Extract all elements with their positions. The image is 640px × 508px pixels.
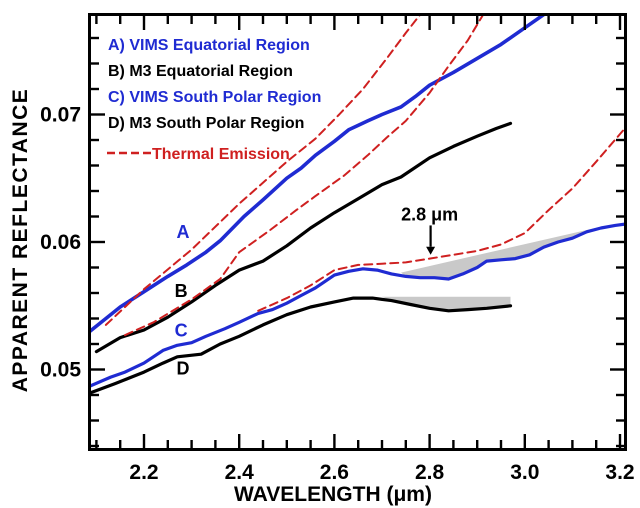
curve-label-b: B <box>175 281 188 301</box>
annotation-text: 2.8 μm <box>401 204 458 224</box>
curve-B <box>94 121 513 354</box>
curve-TC <box>257 127 624 312</box>
plot-border <box>88 13 627 451</box>
axes-frame-and-ticks <box>88 13 627 451</box>
wavelength-2p8-annotation: 2.8 μm <box>401 204 458 255</box>
x-tick-label: 2.6 <box>320 461 349 484</box>
legend: A) VIMS Equatorial Region B) M3 Equatori… <box>107 37 321 163</box>
x-tick-label: 2.4 <box>225 461 255 484</box>
curve-TA <box>104 16 421 326</box>
legend-item-a: A) VIMS Equatorial Region <box>108 37 310 54</box>
curve-label-c: C <box>175 320 188 340</box>
x-tick-label: 3.2 <box>605 461 634 484</box>
tick-labels: 2.2 2.4 2.6 2.8 3.0 3.2 0.05 0.06 0.07 <box>40 104 634 485</box>
curve-label-d: D <box>177 359 190 379</box>
curve-A <box>91 16 545 333</box>
curve-D <box>91 296 513 394</box>
x-tick-label: 3.0 <box>510 461 539 484</box>
legend-item-b: B) M3 Equatorial Region <box>108 63 293 80</box>
y-tick-label: 0.06 <box>40 231 81 254</box>
legend-item-thermal: Thermal Emission <box>152 146 290 163</box>
curve-letter-labels: A B C D <box>175 222 190 378</box>
x-tick-label: 2.8 <box>415 461 445 484</box>
curve-label-a: A <box>177 222 190 242</box>
legend-item-c: C) VIMS South Polar Region <box>108 89 321 106</box>
annotation-arrow-head-icon <box>426 246 436 255</box>
shaded-region <box>401 226 601 279</box>
legend-item-d: D) M3 South Polar Region <box>108 115 304 132</box>
x-axis-title: WAVELENGTH (μm) <box>234 483 432 506</box>
curve-C <box>91 222 624 388</box>
y-tick-label: 0.05 <box>40 359 81 382</box>
spectra-curves <box>91 16 624 394</box>
y-axis-title: APPARENT REFLECTANCE <box>9 88 32 393</box>
x-tick-label: 2.2 <box>129 461 158 484</box>
y-tick-label: 0.07 <box>40 104 81 127</box>
curve-TB <box>124 16 484 337</box>
